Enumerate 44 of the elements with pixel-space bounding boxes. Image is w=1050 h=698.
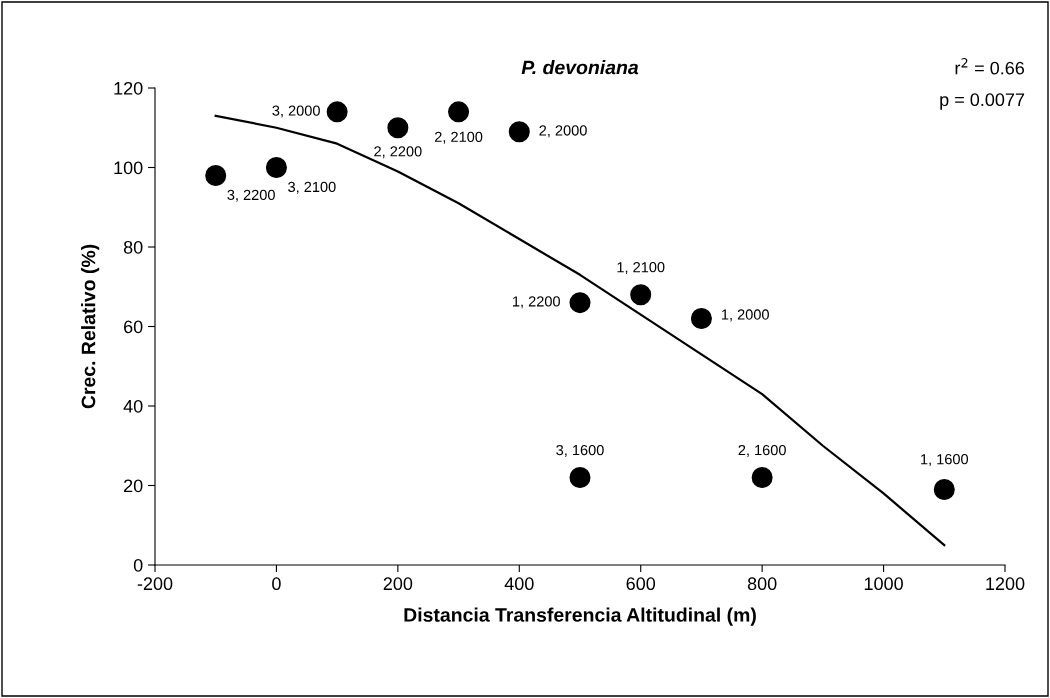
point xyxy=(751,467,773,489)
text: r$^{2}$ = 0.66 xyxy=(955,58,1025,75)
point xyxy=(326,101,348,123)
point xyxy=(265,156,287,179)
annotation: 2, 2000 xyxy=(539,125,587,138)
x-tick-label: 400 xyxy=(504,577,534,591)
annotation: 1, 2100 xyxy=(617,262,665,275)
x-tick-label: 1200 xyxy=(986,577,1025,591)
annotation: 2, 1600 xyxy=(738,444,786,457)
point xyxy=(630,284,652,306)
annotation: 2, 2100 xyxy=(434,131,483,144)
point xyxy=(387,117,409,139)
annotation: 3, 2100 xyxy=(288,181,336,194)
x-tick-label: 600 xyxy=(626,577,656,591)
annotation: 3, 2000 xyxy=(272,105,320,118)
x-tick-label: 200 xyxy=(383,577,413,591)
annotation: 1, 2200 xyxy=(513,296,560,309)
point xyxy=(569,292,591,314)
y-tick-label: 80 xyxy=(123,240,143,254)
y-tick-label: 0 xyxy=(133,558,143,572)
annotation: 2, 2200 xyxy=(374,146,422,159)
y-tick-label: 40 xyxy=(123,399,143,413)
y-tick-label: 100 xyxy=(114,161,143,175)
x-tick-label: 800 xyxy=(747,577,777,591)
annotation: p = 0.0077 xyxy=(940,93,1025,110)
point xyxy=(933,478,955,500)
y-tick-label: 20 xyxy=(124,479,143,493)
y-axis-title: Crec. Relativo (%) xyxy=(81,244,100,409)
annotation: 1, 2000 xyxy=(721,309,769,322)
annotation: 1, 1600 xyxy=(921,454,969,467)
y-tick-label: 60 xyxy=(124,320,143,334)
chart-title: P. devoniana xyxy=(521,60,639,75)
point xyxy=(205,164,227,186)
y-tick-label: 120 xyxy=(114,81,143,95)
point xyxy=(690,308,712,330)
x-tick-label: 1000 xyxy=(864,577,903,591)
x-axis-title: Distancia Transferencia Altitudinal (m) xyxy=(404,607,756,626)
annotation: 3, 1600 xyxy=(556,444,604,457)
x-tick-label: 0 xyxy=(272,577,281,591)
x-tick-label: -200 xyxy=(137,577,173,591)
point xyxy=(448,101,470,123)
annotation: 3, 2200 xyxy=(227,189,275,202)
point xyxy=(508,121,530,143)
point xyxy=(569,467,591,489)
